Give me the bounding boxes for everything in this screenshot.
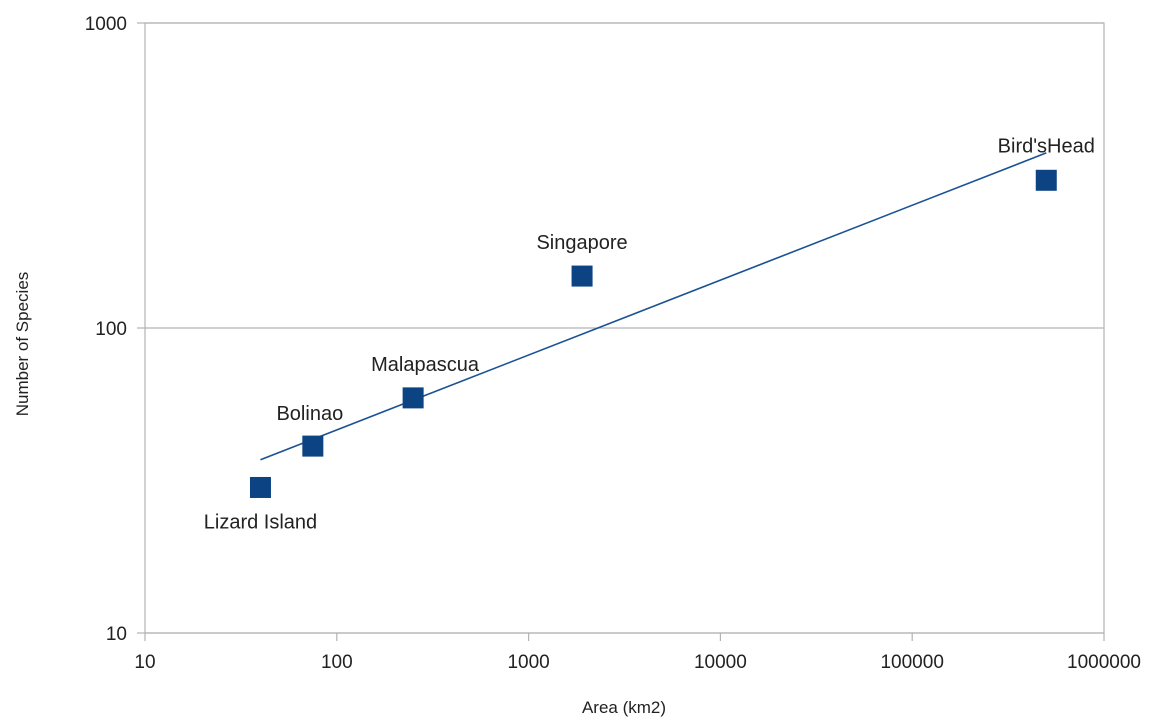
trendline-group — [260, 152, 1047, 461]
y-tick-label: 1000 — [85, 14, 127, 35]
data-point-marker — [571, 265, 593, 287]
y-axis-ticks: 10 100 1000 — [85, 14, 145, 645]
trendline — [260, 152, 1047, 461]
data-point-label: Bird'sHead — [998, 135, 1095, 157]
data-point-marker — [402, 387, 424, 409]
data-point-label: Bolinao — [276, 403, 343, 425]
point-labels: Lizard Island Bolinao Malapascua Singapore B… — [204, 135, 1095, 533]
y-axis-title: Number of Species — [13, 272, 32, 417]
data-point-label: Singapore — [536, 232, 627, 254]
x-tick-label: 10000 — [694, 652, 747, 673]
data-point-label: Lizard Island — [204, 511, 317, 533]
x-tick-label: 10 — [134, 652, 155, 673]
data-points — [249, 169, 1057, 498]
x-tick-label: 100 — [321, 652, 353, 673]
data-point-marker — [1035, 169, 1057, 191]
data-point-marker — [249, 476, 271, 498]
x-tick-label: 1000 — [507, 652, 549, 673]
data-point-marker — [302, 435, 324, 457]
y-tick-label: 10 — [106, 624, 127, 645]
x-tick-label: 1000000 — [1067, 652, 1141, 673]
x-axis-title: Area (km2) — [582, 698, 666, 717]
y-tick-label: 100 — [95, 319, 127, 340]
x-axis-ticks: 10 100 1000 10000 100000 1000000 — [134, 633, 1141, 673]
data-point-label: Malapascua — [371, 354, 480, 376]
x-tick-label: 100000 — [880, 652, 943, 673]
gridlines — [145, 22, 1104, 634]
